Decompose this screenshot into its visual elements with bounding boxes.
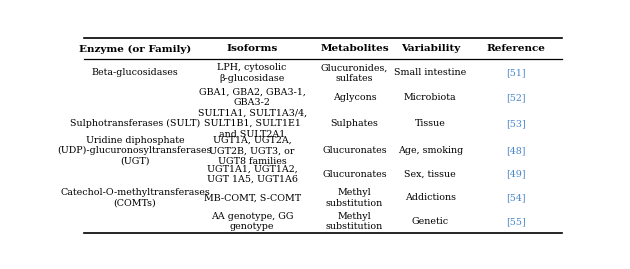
Text: [51]: [51] bbox=[506, 69, 525, 77]
Text: [55]: [55] bbox=[506, 217, 525, 226]
Text: [54]: [54] bbox=[506, 193, 525, 202]
Text: Microbiota: Microbiota bbox=[404, 93, 457, 102]
Text: Reference: Reference bbox=[486, 44, 545, 54]
Text: UGT1A1, UGT1A2,
UGT 1A5, UGT1A6: UGT1A1, UGT1A2, UGT 1A5, UGT1A6 bbox=[207, 165, 297, 184]
Text: Sulphates: Sulphates bbox=[331, 119, 379, 128]
Text: Uridine diphosphate
(UDP)-glucuronosyltransferases
(UGT): Uridine diphosphate (UDP)-glucuronosyltr… bbox=[58, 136, 212, 166]
Text: SULT1A1, SULT1A3/4,
SULT1B1, SULT1E1
and SULT2A1: SULT1A1, SULT1A3/4, SULT1B1, SULT1E1 and… bbox=[198, 109, 307, 139]
Text: Beta-glucosidases: Beta-glucosidases bbox=[91, 69, 178, 77]
Text: [48]: [48] bbox=[506, 146, 525, 155]
Text: Addictions: Addictions bbox=[405, 193, 455, 202]
Text: Genetic: Genetic bbox=[412, 217, 449, 226]
Text: Isoforms: Isoforms bbox=[226, 44, 278, 54]
Text: Metabolites: Metabolites bbox=[320, 44, 389, 54]
Text: [49]: [49] bbox=[506, 170, 525, 179]
Text: LPH, cytosolic
β-glucosidase: LPH, cytosolic β-glucosidase bbox=[217, 63, 287, 83]
Text: Age, smoking: Age, smoking bbox=[398, 146, 463, 155]
Text: [52]: [52] bbox=[506, 93, 525, 102]
Text: [53]: [53] bbox=[506, 119, 525, 128]
Text: Glucuronates: Glucuronates bbox=[323, 146, 387, 155]
Text: AA genotype, GG
genotype: AA genotype, GG genotype bbox=[211, 212, 294, 231]
Text: UGT1A, UGT2A,
UGT2B, UGT3, or
UGT8 families: UGT1A, UGT2A, UGT2B, UGT3, or UGT8 famil… bbox=[209, 136, 295, 166]
Text: Tissue: Tissue bbox=[415, 119, 446, 128]
Text: MB-COMT, S-COMT: MB-COMT, S-COMT bbox=[203, 193, 301, 202]
Text: Catechol-O-methyltransferases
(COMTs): Catechol-O-methyltransferases (COMTs) bbox=[60, 188, 210, 208]
Text: Methyl
substitution: Methyl substitution bbox=[326, 188, 383, 208]
Text: Methyl
substitution: Methyl substitution bbox=[326, 212, 383, 231]
Text: Glucuronates: Glucuronates bbox=[323, 170, 387, 179]
Text: Aglycons: Aglycons bbox=[333, 93, 376, 102]
Text: GBA1, GBA2, GBA3-1,
GBA3-2: GBA1, GBA2, GBA3-1, GBA3-2 bbox=[198, 88, 306, 107]
Text: Sex, tissue: Sex, tissue bbox=[404, 170, 456, 179]
Text: Variability: Variability bbox=[401, 44, 460, 54]
Text: Glucuronides,
sulfates: Glucuronides, sulfates bbox=[321, 63, 388, 83]
Text: Small intestine: Small intestine bbox=[394, 69, 466, 77]
Text: Sulphotransferases (SULT): Sulphotransferases (SULT) bbox=[70, 119, 200, 128]
Text: Enzyme (or Family): Enzyme (or Family) bbox=[79, 44, 191, 54]
